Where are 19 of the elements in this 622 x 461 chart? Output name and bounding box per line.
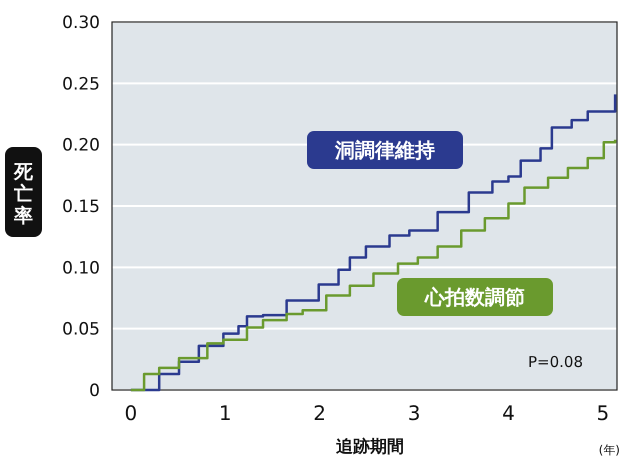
x-axis-title: 追跡期間 (335, 437, 404, 457)
annotation: P=0.08 (528, 353, 583, 371)
x-tick-label: 1 (218, 401, 232, 425)
ylabel-box: 死亡率 (5, 147, 42, 237)
y-axis-title: 死亡率 (13, 161, 34, 227)
x-tick-label: 3 (408, 401, 420, 425)
y-tick-label: 0.25 (62, 74, 100, 94)
x-tick-label: 4 (502, 401, 515, 425)
x-tick-label: 0 (124, 401, 138, 425)
y-tick-label: 0.15 (62, 197, 100, 217)
series-label: 心拍数調節 (424, 285, 525, 309)
y-tick-label: 0.20 (62, 136, 100, 156)
y-tick-label: 0.10 (62, 258, 100, 278)
x-tick-label: 5 (596, 401, 610, 425)
y-tick-label: 0 (89, 381, 100, 401)
text: (年) (598, 443, 620, 457)
y-tick-label: 0.30 (62, 13, 100, 33)
y-tick-label: 0.05 (62, 320, 100, 340)
x-tick-label: 2 (313, 401, 326, 425)
